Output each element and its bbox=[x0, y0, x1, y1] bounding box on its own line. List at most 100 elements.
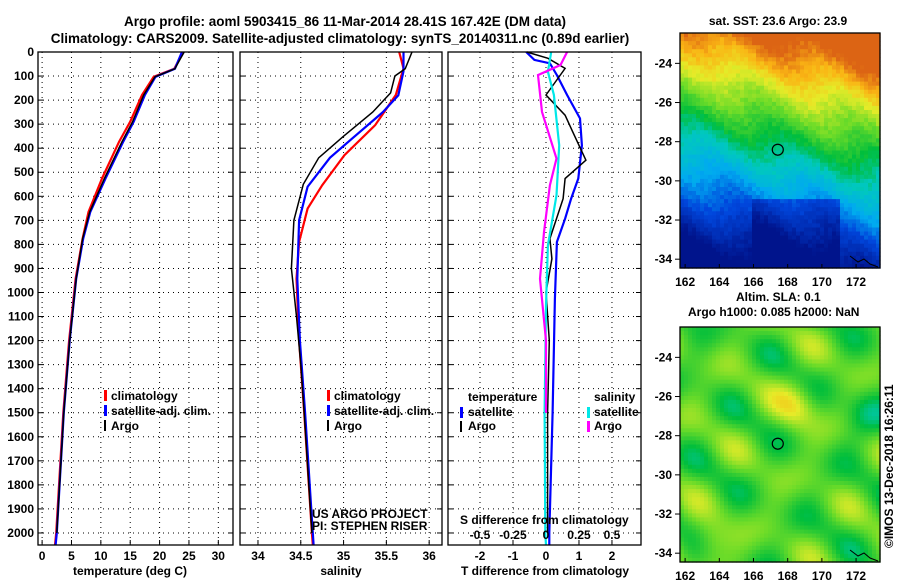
map-cell bbox=[800, 227, 805, 233]
map-cell bbox=[716, 375, 721, 381]
map-cell bbox=[776, 529, 781, 535]
map-cell bbox=[768, 489, 773, 494]
map-cell bbox=[816, 195, 821, 200]
map-cell bbox=[720, 122, 725, 127]
map-cell bbox=[800, 363, 805, 369]
map-cell bbox=[728, 259, 733, 265]
map-cell bbox=[812, 150, 817, 156]
map-cell bbox=[748, 89, 753, 95]
map-cell bbox=[740, 191, 745, 196]
map-cell bbox=[772, 529, 777, 535]
map-cell bbox=[696, 339, 701, 344]
map-cell bbox=[792, 347, 797, 352]
series-line-argo bbox=[290, 51, 413, 534]
map-cell bbox=[756, 557, 761, 563]
map-cell bbox=[748, 428, 753, 433]
map-cell bbox=[864, 227, 869, 233]
map-cell bbox=[788, 263, 793, 269]
map-cell bbox=[756, 243, 761, 249]
map-cell bbox=[788, 476, 793, 482]
map-cell bbox=[740, 448, 745, 454]
map-cell bbox=[868, 191, 873, 196]
map-cell bbox=[716, 199, 721, 204]
map-cell bbox=[752, 195, 757, 200]
map-cell bbox=[796, 73, 801, 79]
map-cell bbox=[692, 404, 697, 409]
map-cell bbox=[728, 154, 733, 160]
map-cell bbox=[720, 505, 725, 510]
map-cell bbox=[716, 231, 721, 237]
legend-swatch-argo bbox=[327, 420, 329, 431]
map-cell bbox=[696, 529, 701, 535]
map-cell bbox=[756, 53, 761, 58]
map-cell bbox=[760, 154, 765, 160]
map-cell bbox=[700, 395, 705, 401]
map-cell bbox=[732, 219, 737, 225]
map-cell bbox=[780, 57, 785, 62]
map-cell bbox=[796, 537, 801, 543]
map-cell bbox=[720, 81, 725, 87]
map-cell bbox=[772, 331, 777, 336]
map-cell bbox=[764, 126, 769, 131]
map-cell bbox=[716, 61, 721, 67]
map-cell bbox=[680, 497, 685, 502]
map-cell bbox=[784, 146, 789, 152]
map-cell bbox=[708, 424, 713, 429]
map-cell bbox=[752, 553, 757, 559]
map-cell bbox=[812, 126, 817, 131]
map-cell bbox=[780, 251, 785, 257]
map-cell bbox=[780, 355, 785, 361]
map-cell bbox=[732, 355, 737, 361]
map-cell bbox=[808, 195, 813, 200]
map-cell bbox=[804, 239, 809, 245]
map-cell bbox=[868, 158, 873, 164]
map-cell bbox=[832, 73, 837, 79]
map-cell bbox=[808, 223, 813, 229]
map-cell bbox=[868, 259, 873, 265]
map-cell bbox=[744, 557, 749, 563]
map-cell bbox=[688, 355, 693, 361]
map-cell bbox=[700, 448, 705, 454]
map-cell bbox=[768, 533, 773, 539]
map-cell bbox=[716, 53, 721, 58]
map-cell bbox=[692, 138, 697, 143]
map-cell bbox=[840, 263, 845, 269]
map-cell bbox=[768, 85, 773, 91]
map-cell bbox=[752, 251, 757, 257]
map-cell bbox=[696, 420, 701, 425]
map-cell bbox=[748, 379, 753, 385]
map-cell bbox=[760, 387, 765, 393]
map-cell bbox=[756, 327, 761, 332]
map-cell bbox=[760, 408, 765, 413]
map-cell bbox=[764, 472, 769, 478]
map-cell bbox=[852, 57, 857, 62]
map-cell bbox=[720, 33, 725, 38]
map-cell bbox=[808, 41, 813, 46]
map-cell bbox=[768, 110, 773, 115]
map-cell bbox=[724, 126, 729, 131]
map-cell bbox=[816, 178, 821, 184]
map-cell bbox=[716, 371, 721, 377]
map-cell bbox=[760, 93, 765, 99]
map-cell bbox=[852, 122, 857, 127]
map-cell bbox=[772, 81, 777, 87]
map-cell bbox=[832, 110, 837, 115]
map-cell bbox=[684, 525, 689, 531]
map-cell bbox=[720, 255, 725, 261]
map-cell bbox=[720, 416, 725, 421]
map-cell bbox=[788, 138, 793, 143]
map-cell bbox=[792, 460, 797, 466]
map-cell bbox=[708, 460, 713, 466]
map-cell bbox=[776, 45, 781, 50]
map-cell bbox=[716, 395, 721, 401]
map-cell bbox=[792, 243, 797, 249]
map-cell bbox=[692, 101, 697, 107]
legend-s-satellite: satellite bbox=[594, 405, 639, 419]
map-cell bbox=[748, 251, 753, 257]
map-cell bbox=[712, 424, 717, 429]
map-cell bbox=[728, 93, 733, 99]
map-cell bbox=[696, 110, 701, 115]
map-cell bbox=[692, 134, 697, 139]
map-cell bbox=[832, 162, 837, 168]
map-cell bbox=[760, 118, 765, 123]
